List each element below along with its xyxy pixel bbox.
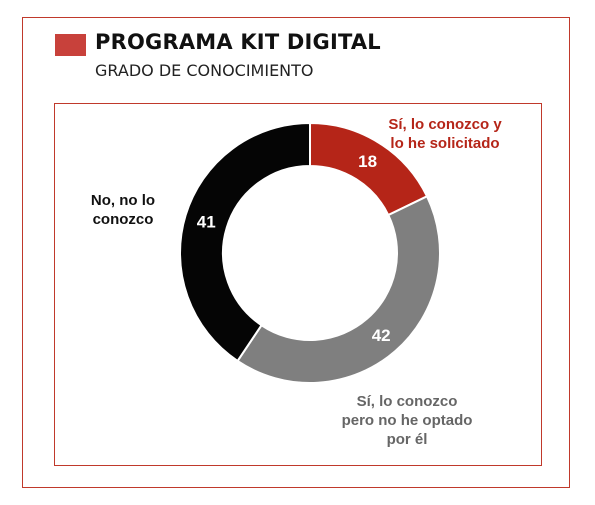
chart-title: PROGRAMA KIT DIGITAL — [95, 30, 381, 54]
slice-label-no-optado: Sí, lo conozco pero no he optado por él — [341, 393, 473, 448]
value-label-no-conozco: 41 — [197, 212, 216, 231]
donut-slice-no-optado — [236, 194, 441, 384]
slice-label-no-conozco: No, no lo conozco — [90, 192, 156, 228]
slice-label-solicitado: Sí, lo conozco y lo he solicitado — [388, 116, 502, 152]
value-label-no-optado: 42 — [372, 326, 391, 345]
title-color-swatch — [55, 34, 86, 56]
outer-frame — [22, 17, 570, 488]
chart-frame — [54, 103, 542, 466]
value-label-solicitado: 18 — [358, 152, 377, 171]
donut-slice-no-conozco — [179, 121, 311, 363]
chart-subtitle: GRADO DE CONOCIMIENTO — [95, 61, 314, 80]
